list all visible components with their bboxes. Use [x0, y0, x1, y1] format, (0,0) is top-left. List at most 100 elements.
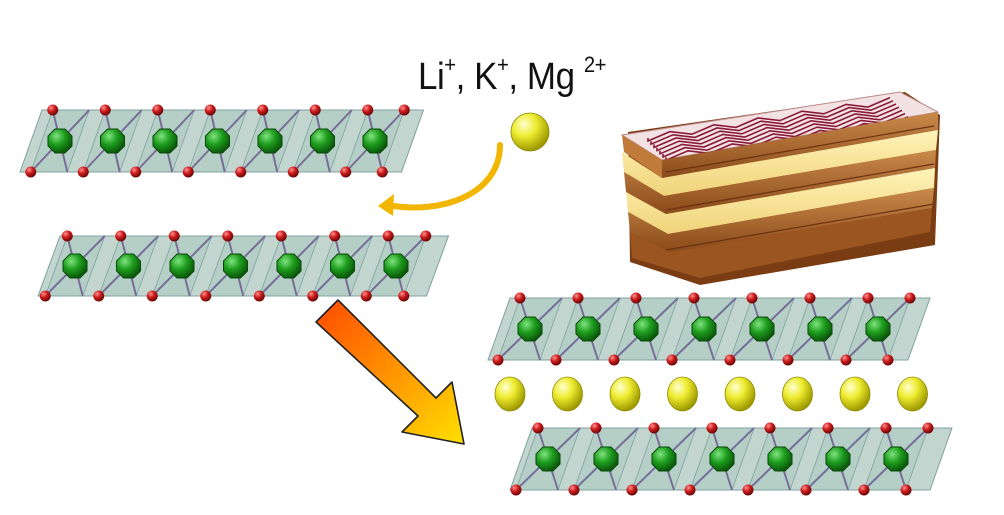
- oxygen-atom: [235, 166, 247, 178]
- metal-atom: [883, 446, 909, 472]
- metal-atom: [276, 253, 302, 279]
- li-charge: +: [444, 52, 456, 77]
- ion-sphere: [839, 376, 871, 412]
- oxygen-atom: [630, 292, 642, 304]
- oxygen-atom: [115, 230, 127, 242]
- oxygen-atom: [724, 354, 736, 366]
- octahedral-layer: [37, 230, 450, 302]
- oxygen-atom: [626, 484, 638, 496]
- oxygen-atom: [514, 292, 526, 304]
- oxygen-atom: [840, 354, 852, 366]
- oxygen-atom: [742, 484, 754, 496]
- oxygen-atom: [168, 230, 180, 242]
- metal-atom: [222, 253, 249, 279]
- metal-atom: [383, 253, 409, 279]
- intercalated-ions: [494, 376, 928, 412]
- intercalant-ions-label: Li+, K+, Mg 2+: [418, 52, 606, 99]
- oxygen-atom: [492, 354, 504, 366]
- mg-symbol: Mg: [526, 56, 575, 98]
- icing-stripe: [653, 103, 897, 149]
- oxygen-atom: [706, 422, 718, 434]
- oxygen-atom: [822, 422, 834, 434]
- oxygen-atom: [25, 166, 37, 178]
- metal-atom: [204, 128, 231, 154]
- oxygen-atom: [360, 290, 372, 302]
- metal-atom: [309, 128, 336, 154]
- metal-atom: [115, 253, 142, 279]
- oxygen-atom: [152, 104, 164, 116]
- oxygen-atom: [398, 290, 410, 302]
- li-symbol: Li: [418, 56, 445, 98]
- k-charge: +: [497, 52, 509, 77]
- oxygen-atom: [398, 104, 410, 116]
- oxygen-atom: [287, 166, 299, 178]
- metal-atom: [62, 253, 88, 279]
- metal-atom: [709, 446, 735, 472]
- ion-sphere: [724, 376, 756, 412]
- pastry-flake: [665, 125, 935, 173]
- oxygen-atom: [77, 166, 89, 178]
- oxygen-atom: [532, 422, 544, 434]
- oxygen-atom: [329, 230, 341, 242]
- oxygen-atom: [200, 290, 212, 302]
- oxygen-atom: [746, 292, 758, 304]
- metal-atom: [47, 128, 73, 154]
- oxygen-atom: [590, 422, 602, 434]
- oxygen-atom: [904, 292, 916, 304]
- ion-sphere: [782, 376, 813, 412]
- metal-atom: [99, 128, 126, 154]
- oxygen-atom: [568, 484, 580, 496]
- oxygen-atom: [882, 354, 894, 366]
- oxygen-atom: [688, 292, 700, 304]
- metal-atom: [651, 446, 677, 472]
- oxygen-atom: [340, 166, 352, 178]
- oxygen-atom: [307, 290, 319, 302]
- oxygen-atom: [39, 290, 51, 302]
- metal-atom: [865, 316, 891, 342]
- icing-stripe: [647, 96, 891, 143]
- mg-charge: 2+: [583, 52, 607, 77]
- oxygen-atom: [684, 484, 696, 496]
- oxygen-atom: [275, 230, 287, 242]
- oxygen-atom: [309, 104, 321, 116]
- oxygen-atom: [858, 484, 870, 496]
- oxygen-atom: [804, 292, 816, 304]
- oxygen-atom: [99, 104, 111, 116]
- metal-atom: [362, 128, 388, 154]
- metal-atom: [257, 128, 283, 154]
- metal-atom: [767, 446, 793, 472]
- oxygen-atom: [900, 484, 912, 496]
- oxygen-atom: [648, 422, 660, 434]
- metal-atom: [517, 316, 543, 342]
- octahedral-layer: [487, 292, 931, 366]
- ion-sphere: [552, 376, 583, 412]
- oxygen-atom: [862, 292, 874, 304]
- oxygen-atom: [257, 104, 269, 116]
- free-ion-sphere: [510, 112, 550, 152]
- oxygen-atom: [146, 290, 158, 302]
- metal-atom: [825, 446, 851, 472]
- curved-arrow-head: [378, 194, 394, 216]
- icing-stripe: [650, 100, 894, 146]
- oxygen-atom: [182, 166, 194, 178]
- metal-atom: [749, 316, 775, 342]
- mille-feuille-pastry: [620, 91, 940, 285]
- separator: ,: [508, 56, 518, 98]
- metal-atom: [807, 316, 833, 342]
- icing-stripe: [662, 112, 906, 159]
- oxygen-atom: [800, 484, 812, 496]
- oxygen-atom: [922, 422, 934, 434]
- ion-sphere: [494, 376, 526, 412]
- oxygen-atom: [420, 230, 432, 242]
- oxygen-atom: [253, 290, 265, 302]
- oxygen-atom: [61, 230, 73, 242]
- metal-atom: [633, 316, 659, 342]
- icing-stripe: [659, 109, 903, 156]
- oxygen-atom: [550, 354, 562, 366]
- metal-atom: [329, 253, 356, 279]
- oxygen-atom: [782, 354, 794, 366]
- oxygen-atom: [130, 166, 142, 178]
- oxygen-atom: [382, 230, 394, 242]
- layered-structure: [19, 104, 953, 496]
